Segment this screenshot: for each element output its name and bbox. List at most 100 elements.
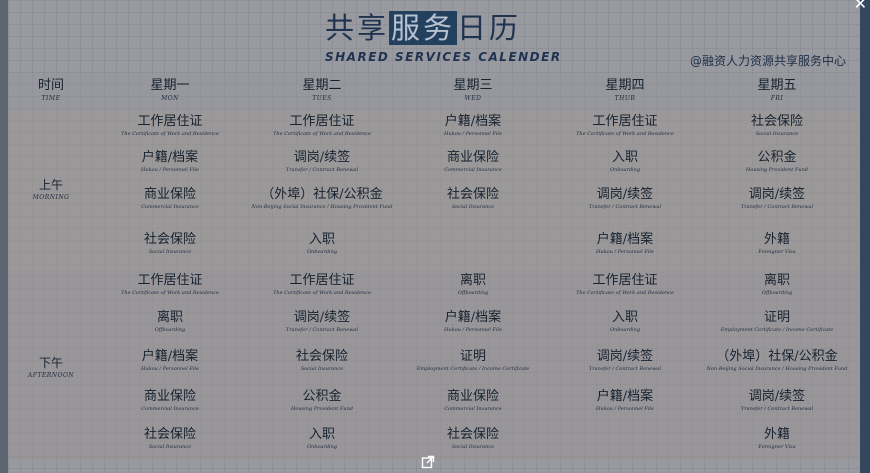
service-name: 工作居住证 [137, 273, 203, 288]
service-name-en: Foreigner Visa [758, 444, 796, 450]
header-wednesday: 星期三 WED [398, 78, 548, 103]
open-in-new-icon[interactable] [421, 455, 435, 469]
morning-slot: 工作居住证 The Certificate of Work and Residen… [247, 114, 397, 139]
service-name: 户籍/档案 [444, 310, 502, 325]
service-name: 公积金 [302, 389, 342, 404]
morning-slot: 社会保险 Social Insurance [95, 232, 245, 257]
service-name: 工作居住证 [289, 273, 355, 288]
service-name-en: Hukou / Personnel File [141, 167, 199, 173]
afternoon-slot: 工作居住证 The Certificate of Work and Residen… [95, 273, 245, 298]
afternoon-band [8, 270, 860, 460]
afternoon-slot: 调岗/续签 Transfer / Contract Renewal [702, 389, 852, 414]
service-name-en: Non-Beijing Social Insurance / Housing P… [706, 366, 848, 372]
service-name: 商业保险 [143, 187, 196, 202]
afternoon-slot: 离职 Offboarding [702, 273, 852, 298]
service-name: 商业保险 [446, 150, 499, 165]
morning-slot: 户籍/档案 Hukou / Personnel File [398, 114, 548, 139]
service-name-en: Employment Certificate / Income Certific… [720, 327, 834, 333]
morning-slot: 调岗/续签 Transfer / Contract Renewal [702, 187, 852, 212]
morning-slot: 入职 Onboarding [247, 232, 397, 257]
service-name: 外籍 [763, 427, 790, 442]
service-name: 社会保险 [295, 349, 348, 364]
service-name: 工作居住证 [592, 114, 658, 129]
service-name: 工作居住证 [289, 114, 355, 129]
service-name: 调岗/续签 [748, 389, 806, 404]
service-name: 社会保险 [143, 232, 196, 247]
service-name: 户籍/档案 [444, 114, 502, 129]
afternoon-slot: 离职 Offboarding [95, 310, 245, 335]
header-monday-en: MON [161, 95, 179, 102]
organization-label: @融资人力资源共享服务中心 [689, 54, 846, 68]
header-wednesday-zh: 星期三 [453, 78, 493, 93]
service-name-en: Social Insurance [451, 204, 495, 210]
service-name: 户籍/档案 [141, 150, 199, 165]
service-name-en: Employment Certificate / Income Certific… [416, 366, 530, 372]
service-name-en: Non-Beijing Social Insurance / Housing P… [251, 204, 393, 210]
afternoon-label-en: AFTERNOON [27, 372, 75, 379]
service-name: 社会保险 [143, 427, 196, 442]
afternoon-slot: 工作居住证 The Certificate of Work and Residen… [550, 273, 700, 298]
header-monday: 星期一 MON [95, 78, 245, 103]
morning-label: 上午 MORNING [20, 177, 82, 202]
header-friday-zh: 星期五 [757, 78, 797, 93]
afternoon-slot: 户籍/档案 Hukou / Personnel File [95, 349, 245, 374]
service-name-en: Housing Provident Fund [290, 406, 354, 412]
service-name-en: Commercial Insurance [141, 204, 199, 210]
afternoon-slot: 商业保险 Commercial Insurance [95, 389, 245, 414]
morning-slot: 社会保险 Social Insurance [398, 187, 548, 212]
scrollbar-track[interactable] [860, 0, 870, 473]
service-name: 离职 [156, 310, 183, 325]
morning-slot: 商业保险 Commercial Insurance [398, 150, 548, 175]
afternoon-slot: 证明 Employment Certificate / Income Certif… [702, 310, 852, 335]
header-time: 时间 TIME [20, 78, 82, 103]
afternoon-label: 下午 AFTERNOON [20, 355, 82, 380]
afternoon-slot: 户籍/档案 Hukou / Personnel File [550, 389, 700, 414]
service-name: 商业保险 [446, 389, 499, 404]
afternoon-slot: 社会保险 Social Insurance [95, 427, 245, 452]
service-name: 入职 [308, 232, 335, 247]
afternoon-slot: 商业保险 Commercial Insurance [398, 389, 548, 414]
service-name-en: Transfer / Contract Renewal [588, 204, 662, 210]
service-name: 调岗/续签 [293, 150, 351, 165]
service-name-en: The Certificate of Work and Residence [273, 131, 371, 137]
service-name-en: Transfer / Contract Renewal [285, 327, 359, 333]
afternoon-slot: 户籍/档案 Hukou / Personnel File [398, 310, 548, 335]
afternoon-slot: （外埠）社保/公积金 Non-Beijing Social Insurance /… [702, 349, 852, 374]
header-friday-en: FRI [770, 95, 784, 102]
service-name-en: Hukou / Personnel File [596, 406, 654, 412]
service-name: 调岗/续签 [596, 349, 654, 364]
service-name: 入职 [611, 150, 638, 165]
afternoon-slot: 调岗/续签 Transfer / Contract Renewal [550, 349, 700, 374]
title-suffix: 日历 [457, 11, 522, 45]
service-name: 入职 [308, 427, 335, 442]
afternoon-slot: 离职 Offboarding [398, 273, 548, 298]
morning-slot: 工作居住证 The Certificate of Work and Residen… [550, 114, 700, 139]
service-name-en: Hukou / Personnel File [596, 249, 654, 255]
afternoon-slot: 入职 Onboarding [550, 310, 700, 335]
service-name-en: Housing Provident Fund [745, 167, 809, 173]
service-name: （外埠）社保/公积金 [261, 187, 383, 202]
header-tuesday: 星期二 TUES [247, 78, 397, 103]
service-name: 工作居住证 [137, 114, 203, 129]
morning-slot: 社会保险 Social Insurance [702, 114, 852, 139]
service-name-en: The Certificate of Work and Residence [121, 131, 219, 137]
service-name: 证明 [763, 310, 790, 325]
header-friday: 星期五 FRI [702, 78, 852, 103]
service-name-en: Social Insurance [755, 131, 799, 137]
morning-slot: 户籍/档案 Hukou / Personnel File [550, 232, 700, 257]
afternoon-slot: 入职 Onboarding [247, 427, 397, 452]
afternoon-slot: 外籍 Foreigner Visa [702, 427, 852, 452]
morning-label-en: MORNING [32, 194, 70, 201]
header-wednesday-en: WED [464, 95, 482, 102]
service-name-en: Transfer / Contract Renewal [740, 406, 814, 412]
service-name-en: The Certificate of Work and Residence [121, 290, 219, 296]
header-time-en: TIME [41, 95, 61, 102]
afternoon-slot: 社会保险 Social Insurance [247, 349, 397, 374]
service-name-en: The Certificate of Work and Residence [273, 290, 371, 296]
close-icon[interactable]: ✕ [853, 0, 867, 13]
service-name-en: Foreigner Visa [758, 249, 796, 255]
service-name-en: Offboarding [761, 290, 793, 296]
service-name-en: The Certificate of Work and Residence [576, 131, 674, 137]
header-time-zh: 时间 [37, 78, 64, 93]
morning-band [8, 111, 860, 270]
